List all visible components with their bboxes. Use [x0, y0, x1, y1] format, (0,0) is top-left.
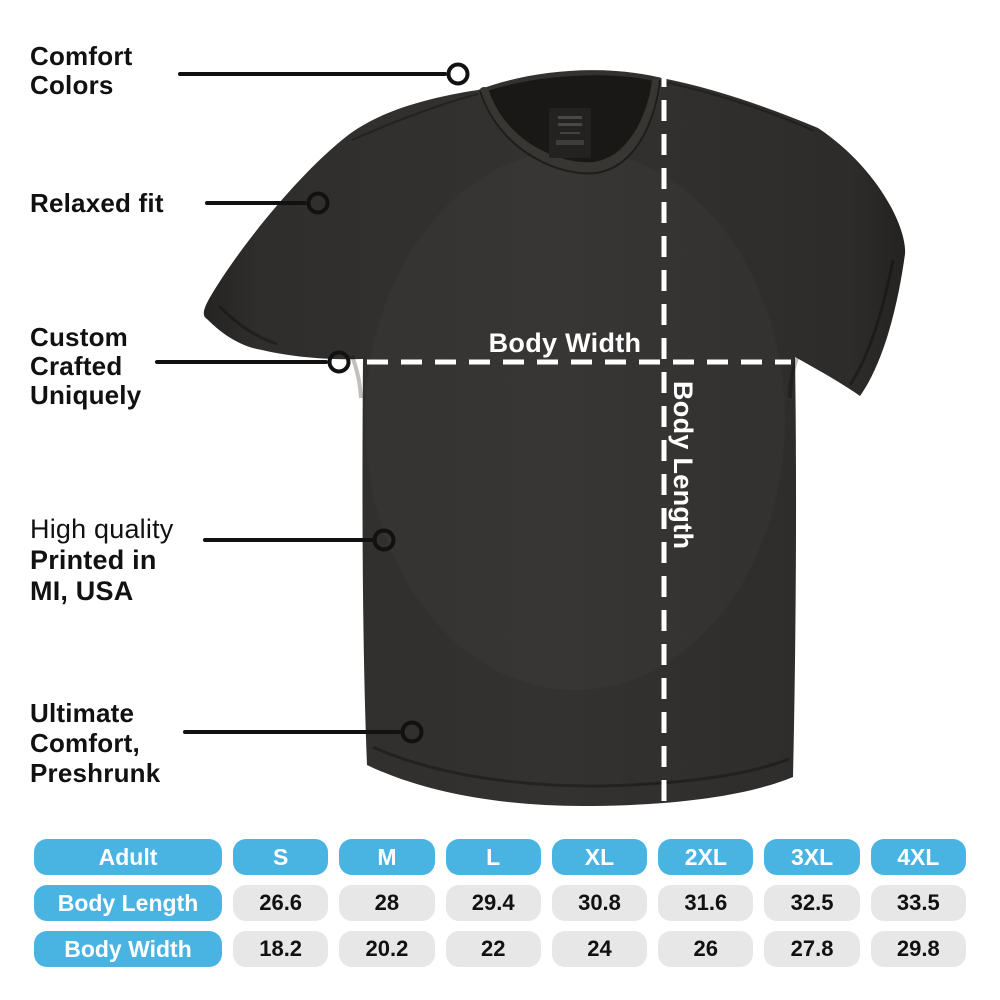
collar-edge-seam	[479, 79, 661, 175]
size-value-cell: 27.8	[764, 931, 860, 967]
size-value-cell: 22	[445, 931, 541, 967]
size-value-cell: 33.5	[870, 885, 966, 921]
body-width-label: Body Width	[488, 328, 642, 358]
left-armpit-shadow	[350, 355, 363, 399]
callout-dot-custom-crafted	[327, 350, 351, 374]
callout-text-line: Custom	[30, 322, 128, 352]
callout-text-line: Colors	[30, 70, 114, 100]
right-armpit-shadow	[788, 357, 799, 399]
callout-custom-crafted-uniquely: Custom Crafted Uniquely	[30, 323, 141, 410]
callout-text-line: MI, USA	[30, 576, 134, 606]
left-shoulder-seam	[351, 93, 479, 141]
callout-text-line: Ultimate	[30, 698, 135, 728]
callout-ultimate-comfort-preshrunk: Ultimate Comfort, Preshrunk	[30, 698, 160, 788]
bottom-hem-seam	[372, 745, 790, 788]
fabric-highlight	[365, 150, 785, 690]
left-cuff-seam	[217, 304, 278, 346]
callout-text-line: Printed in	[30, 545, 157, 575]
collar-band	[479, 77, 662, 173]
size-value-cell: 26	[658, 931, 754, 967]
callout-text-line: Comfort,	[30, 728, 140, 758]
size-value-cell: 32.5	[764, 885, 860, 921]
row-label-body-length: Body Length	[34, 885, 222, 921]
size-col-xl: XL	[551, 839, 648, 875]
callout-high-quality-printed: High quality Printed in MI, USA	[30, 514, 173, 607]
tshirt-body	[203, 70, 906, 807]
callout-text-line: Uniquely	[30, 380, 142, 410]
size-value-cell: 26.6	[233, 885, 329, 921]
size-value-cell: 30.8	[551, 885, 648, 921]
size-value-cell: 24	[551, 931, 648, 967]
size-col-4xl: 4XL	[870, 839, 966, 875]
size-value-cell: 29.4	[445, 885, 541, 921]
callout-text-line: High quality	[30, 514, 174, 544]
callout-dot-ultimate-comfort	[400, 720, 424, 744]
callout-dot-relaxed-fit	[306, 191, 330, 215]
right-cuff-seam	[848, 259, 895, 386]
size-value-cell: 31.6	[658, 885, 754, 921]
callout-text-line: Preshrunk	[30, 758, 161, 788]
size-value-cell: 20.2	[339, 931, 435, 967]
size-table-corner-adult: Adult	[34, 839, 222, 875]
callout-text-line: Crafted	[30, 351, 123, 381]
size-col-l: L	[445, 839, 541, 875]
size-value-cell: 18.2	[233, 931, 329, 967]
size-col-3xl: 3XL	[764, 839, 860, 875]
body-length-label: Body Length	[668, 381, 698, 550]
size-col-s: S	[233, 839, 329, 875]
size-value-cell: 28	[339, 885, 435, 921]
callout-comfort-colors: Comfort Colors	[30, 42, 133, 100]
callout-text-line: Comfort	[30, 41, 133, 71]
size-col-m: M	[339, 839, 435, 875]
callout-dot-comfort-colors	[446, 62, 470, 86]
size-value-cell: 29.8	[870, 931, 966, 967]
row-label-body-width: Body Width	[34, 931, 222, 967]
neck-tag	[549, 108, 591, 158]
right-shoulder-seam	[663, 81, 815, 132]
callout-relaxed-fit: Relaxed fit	[30, 189, 164, 218]
size-col-2xl: 2XL	[658, 839, 754, 875]
size-table: Adult S M L XL 2XL 3XL 4XL Body Length 2…	[34, 839, 966, 967]
callout-leaders	[155, 62, 470, 744]
callout-text-line: Relaxed fit	[30, 188, 164, 218]
callout-dot-high-quality	[372, 528, 396, 552]
